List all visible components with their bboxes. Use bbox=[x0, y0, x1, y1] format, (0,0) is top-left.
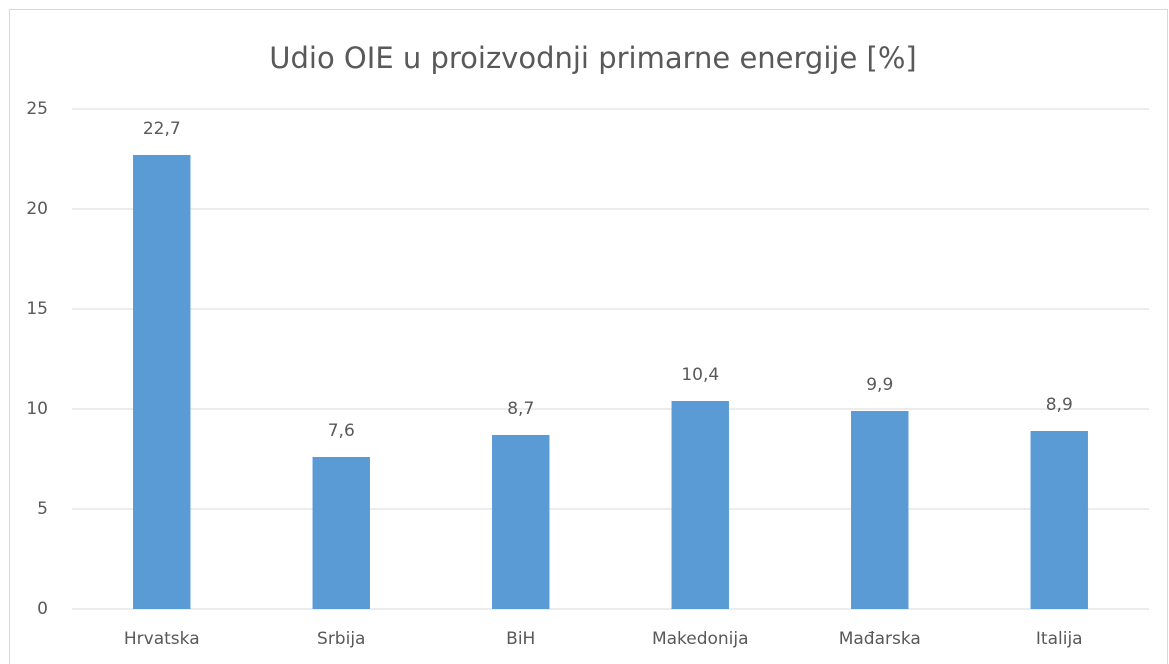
chart-frame bbox=[9, 9, 1168, 664]
data-label: 9,9 bbox=[866, 375, 893, 395]
data-label: 8,9 bbox=[1046, 395, 1073, 415]
y-tick-label: 20 bbox=[26, 199, 48, 219]
data-label: 10,4 bbox=[681, 365, 719, 385]
bar bbox=[851, 411, 909, 609]
bar bbox=[1030, 431, 1088, 609]
y-tick-label: 10 bbox=[26, 399, 48, 419]
data-label: 8,7 bbox=[507, 399, 534, 419]
bar bbox=[671, 401, 729, 609]
data-label: 7,6 bbox=[328, 421, 355, 441]
x-tick-label: Hrvatska bbox=[124, 629, 200, 649]
y-tick-label: 5 bbox=[37, 499, 48, 519]
bar bbox=[312, 457, 370, 609]
x-tick-label: BiH bbox=[506, 629, 535, 649]
data-label: 22,7 bbox=[143, 119, 181, 139]
bar bbox=[133, 155, 191, 609]
x-tick-label: Makedonija bbox=[652, 629, 749, 649]
x-tick-label: Italija bbox=[1036, 629, 1083, 649]
chart-title: Udio OIE u proizvodnji primarne energije… bbox=[269, 41, 916, 75]
y-tick-label: 15 bbox=[26, 299, 48, 319]
x-tick-label: Srbija bbox=[317, 629, 365, 649]
y-tick-label: 25 bbox=[26, 99, 48, 119]
bar bbox=[492, 435, 550, 609]
x-tick-label: Mađarska bbox=[839, 629, 921, 649]
y-tick-label: 0 bbox=[37, 599, 48, 619]
